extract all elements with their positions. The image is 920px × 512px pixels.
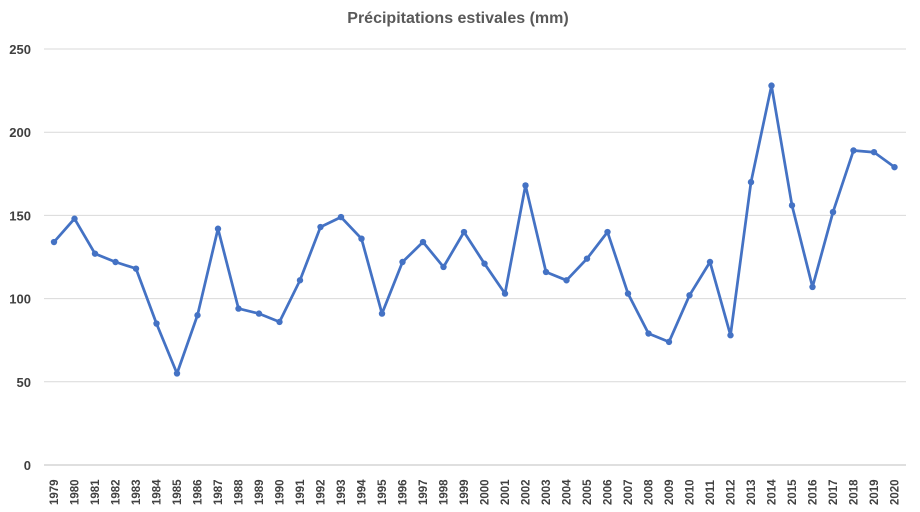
x-tick-label: 2009: [664, 479, 676, 505]
data-point-2018: [850, 147, 857, 154]
y-tick-label: 50: [17, 375, 31, 390]
data-point-1993: [337, 213, 345, 221]
x-tick-label: 1992: [316, 479, 328, 505]
data-point-1979: [50, 238, 58, 246]
x-tick-label: 2001: [500, 479, 512, 505]
data-point-1998: [440, 263, 447, 271]
x-tick-label: 2012: [726, 479, 738, 505]
x-tick-label: 2017: [828, 479, 840, 505]
x-tick-label: 1988: [234, 479, 246, 505]
x-tick-label: 1996: [398, 479, 410, 505]
data-point-2009: [665, 338, 673, 346]
y-tick-label: 150: [9, 208, 31, 223]
data-point-2005: [583, 255, 591, 262]
y-axis-tick-labels: 0 50 100 150 200 250: [9, 42, 31, 473]
x-tick-label: 2019: [869, 479, 881, 505]
x-tick-label: 1989: [254, 479, 266, 505]
data-point-1996: [399, 258, 406, 266]
x-tick-label: 1998: [439, 479, 451, 505]
data-point-2015: [788, 202, 796, 209]
chart-title: Précipitations estivales (mm): [347, 10, 569, 27]
x-tick-label: 2014: [767, 479, 779, 505]
data-point-2002: [522, 182, 529, 189]
x-tick-label: 2002: [521, 479, 533, 505]
x-tick-label: 2018: [849, 479, 861, 505]
data-point-2006: [604, 228, 611, 236]
x-axis-tick-labels: 1979 1980 1981 1982 1983 1984 1985 1986 1987 1988…: [49, 479, 902, 505]
data-point-1985: [173, 370, 181, 377]
data-point-2011: [706, 258, 714, 266]
x-tick-label: 2005: [582, 479, 594, 505]
x-tick-label: 2000: [480, 479, 492, 505]
data-point-2016: [809, 283, 816, 291]
x-tick-label: 1981: [90, 479, 102, 505]
data-point-1984: [153, 320, 160, 327]
data-point-2014: [768, 82, 775, 89]
y-tick-label: 250: [9, 42, 31, 57]
data-point-2000: [481, 260, 488, 267]
x-tick-label: 1984: [152, 479, 164, 505]
x-tick-label: 1993: [336, 479, 348, 505]
data-point-1986: [194, 312, 201, 319]
data-point-1994: [358, 235, 365, 242]
data-point-2001: [501, 290, 509, 297]
x-tick-label: 1994: [357, 479, 369, 505]
data-point-1981: [91, 250, 99, 257]
x-tick-label: 1990: [275, 479, 287, 505]
x-tick-label: 2016: [808, 479, 820, 505]
data-point-1989: [255, 310, 263, 317]
data-point-1997: [419, 238, 427, 246]
data-point-2004: [563, 277, 570, 284]
data-point-2013: [747, 178, 755, 186]
x-tick-label: 2006: [603, 479, 615, 505]
data-point-1983: [132, 265, 140, 272]
data-point-1995: [378, 310, 386, 317]
x-tick-label: 2003: [541, 479, 553, 505]
data-point-1990: [276, 318, 283, 326]
x-tick-label: 1997: [418, 479, 430, 505]
series-rainfall: [50, 82, 898, 377]
x-tick-label: 1979: [49, 479, 61, 505]
data-point-1991: [296, 277, 304, 284]
x-tick-label: 1980: [70, 479, 82, 505]
x-tick-label: 1983: [131, 479, 143, 505]
x-tick-label: 1991: [295, 479, 307, 505]
data-point-1982: [112, 258, 119, 266]
series-line: [52, 84, 896, 375]
x-tick-label: 2015: [787, 479, 799, 505]
x-tick-label: 2004: [562, 479, 574, 505]
y-tick-label: 0: [24, 458, 31, 473]
x-tick-label: 1982: [111, 479, 123, 505]
y-tick-label: 100: [9, 292, 31, 307]
data-point-1987: [214, 225, 222, 232]
data-point-2003: [542, 268, 550, 276]
x-tick-label: 1999: [459, 479, 471, 505]
x-tick-label: 1986: [193, 479, 205, 505]
data-point-2012: [727, 332, 734, 339]
data-point-2017: [829, 208, 837, 216]
data-point-2019: [870, 148, 878, 156]
x-tick-label: 2008: [644, 479, 656, 505]
x-tick-label: 2007: [623, 479, 635, 505]
data-point-2010: [686, 292, 693, 299]
x-tick-label: 2011: [705, 479, 717, 505]
data-point-1999: [460, 228, 468, 236]
data-point-2008: [645, 330, 652, 337]
x-tick-label: 1995: [377, 479, 389, 505]
y-tick-label: 200: [9, 125, 31, 140]
x-tick-label: 2013: [746, 479, 758, 505]
data-point-2007: [624, 290, 632, 297]
data-point-2020: [891, 163, 898, 171]
x-tick-label: 2020: [890, 479, 902, 505]
data-point-1988: [235, 305, 242, 312]
data-point-1992: [317, 223, 324, 231]
x-tick-label: 1985: [172, 479, 184, 505]
data-point-1980: [71, 215, 78, 222]
x-tick-label: 1987: [213, 479, 225, 505]
x-tick-label: 2010: [685, 479, 697, 505]
